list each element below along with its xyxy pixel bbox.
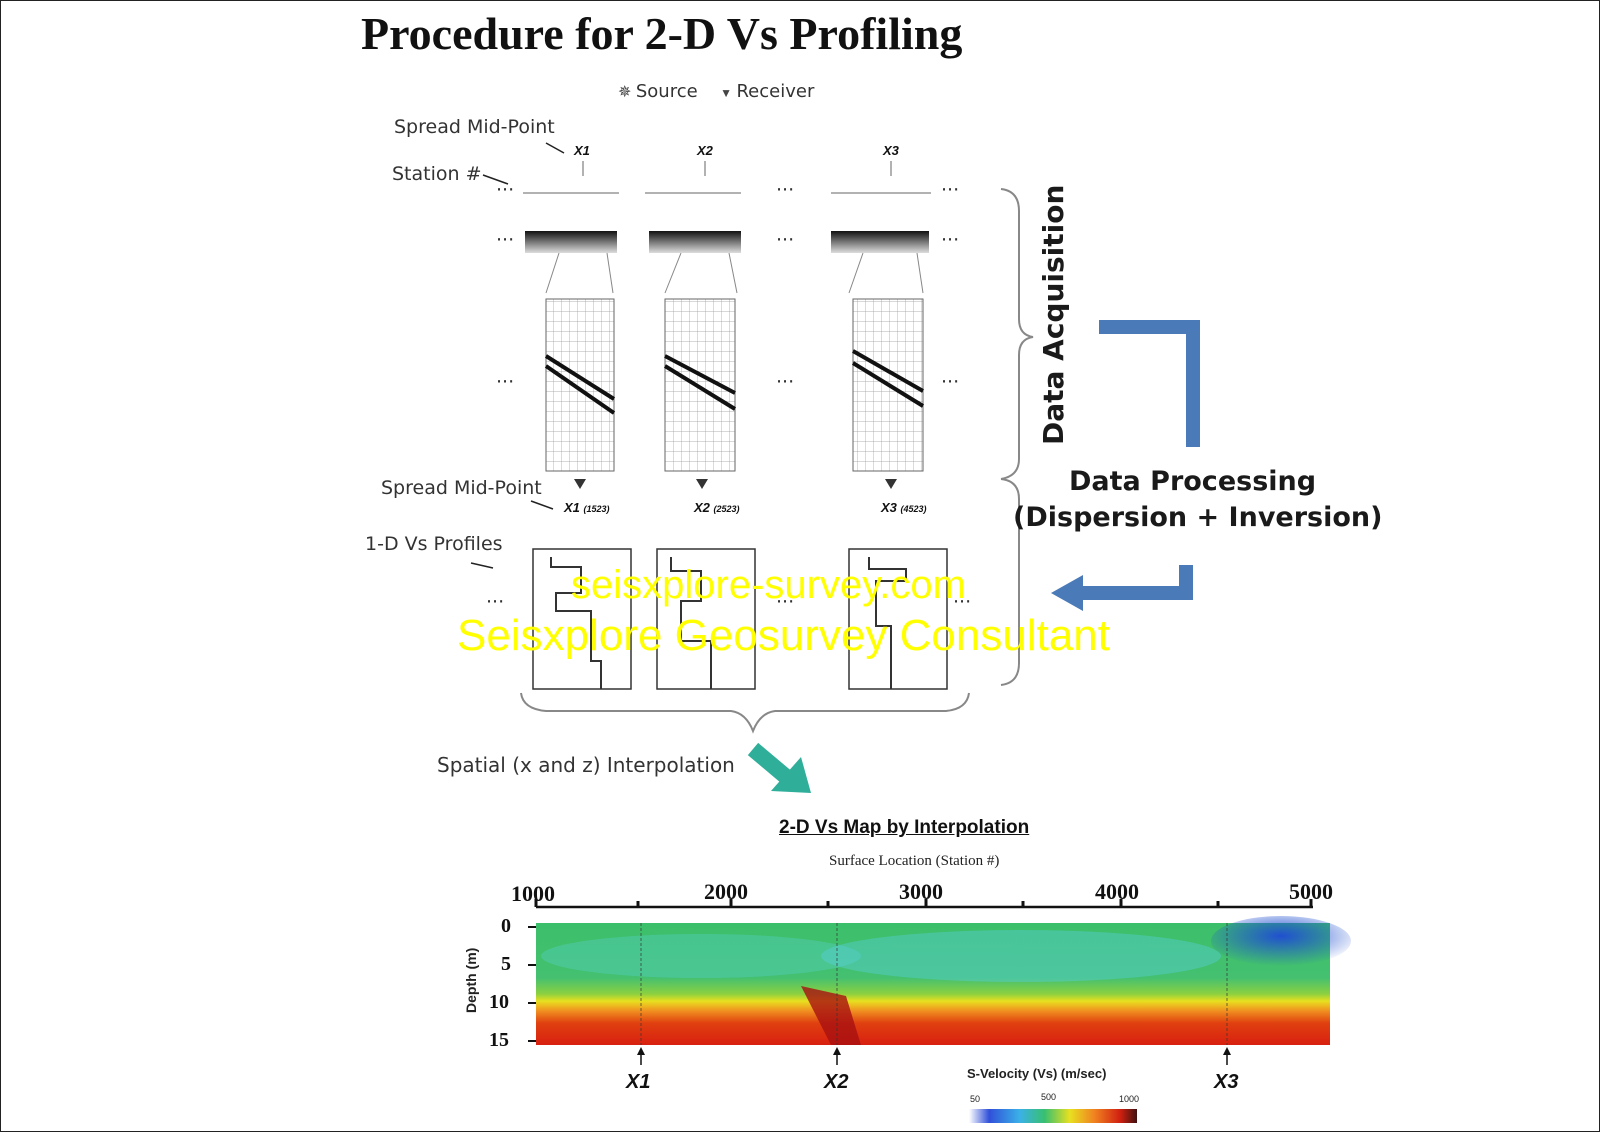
y-tick-label: 0 [501,915,511,937]
colorbar-tick: 1000 [1119,1094,1140,1104]
station-x1-bottom: X1 (1523) [564,500,610,515]
ellipsis: ··· [776,229,795,251]
legend-receiver-label: Receiver [736,81,815,102]
colorbar-tick: 500 [1041,1092,1057,1102]
ellipsis: ··· [953,591,972,613]
y-tick-label: 10 [489,991,509,1013]
ellipsis: ··· [776,371,795,393]
station-x3-id: X3 [881,500,897,515]
station-x2-top: X2 [697,143,713,158]
ellipsis: ··· [941,229,960,251]
legend: ✵ Source ▼ Receiver [618,81,814,102]
ellipsis: ··· [941,371,960,393]
seismogram-1 [545,298,615,472]
interpolation-arrow-head [771,757,811,793]
profiles-1d-label: 1-D Vs Profiles [365,533,503,555]
interpolation-label: Spatial (x and z) Interpolation [437,753,735,777]
y-tick-label: 15 [489,1029,509,1051]
ground-block-3 [831,231,929,253]
y-tick-label: 5 [501,953,511,975]
map-marker-x1: X1 [626,1071,651,1093]
ellipsis: ··· [486,591,505,613]
ground-block-1 [525,231,617,253]
colorbar-tick: 50 [970,1094,981,1104]
leader-arrow-midpoint-bottom [530,500,554,510]
source-icon: ✵ [618,84,632,101]
colorbar-label: S-Velocity (Vs) (m/sec) [967,1066,1107,1081]
station-x2-bottom: X2 (2523) [694,500,740,515]
station-x3-value: (4523) [900,504,927,514]
leader-arrow-station [482,174,509,185]
profile-box-2 [656,548,756,690]
ellipsis: ··· [776,179,795,201]
watermark-url: seisxplore-survey.com [571,563,966,607]
map-title: 2-D Vs Map by Interpolation [779,817,1030,838]
station-x1-value: (1523) [583,504,610,514]
station-x2-id: X2 [694,500,710,515]
ellipsis: ··· [496,371,515,393]
colorbar [969,1109,1137,1123]
vs-map [536,923,1330,1045]
arrow-to-processing [1099,320,1200,447]
leader-arrow-profiles [470,562,494,569]
brace-interpolation [520,692,970,734]
spread-midpoint-label-top: Spread Mid-Point [394,116,555,138]
x-tick-label: 1000 [511,881,555,906]
legend-source-label: Source [635,81,698,102]
leader-arrow-midpoint [545,142,565,154]
ellipsis: ··· [776,591,795,613]
ellipsis: ··· [941,179,960,201]
station-x3-bottom: X3 (4523) [881,500,927,515]
arrow-from-processing [1081,565,1193,600]
data-processing-sublabel: (Dispersion + Inversion) [1013,502,1383,533]
ground-block-2 [649,231,741,253]
ellipsis: ··· [496,229,515,251]
spread-midpoint-label-bottom: Spread Mid-Point [381,477,542,499]
arrow-from-processing-head [1051,575,1083,611]
x-tick-label: 2000 [704,879,748,904]
map-marker-x2: X2 [824,1071,849,1093]
brace-processing [1000,478,1020,686]
watermark-company: Seisxplore Geosurvey Consultant [457,611,1110,660]
station-number-label: Station # [392,163,482,185]
station-x2-value: (2523) [713,504,740,514]
map-subtitle: Surface Location (Station #) [829,853,1000,869]
data-processing-label: Data Processing [1069,466,1317,497]
station-x1-id: X1 [564,500,580,515]
x-tick-label: 4000 [1095,879,1139,904]
page-title: Procedure for 2-D Vs Profiling [361,8,963,59]
x-tick-label: 3000 [899,879,943,904]
profile-box-3 [848,548,948,690]
ellipsis: ··· [496,179,515,201]
brace-acquisition [1000,188,1034,480]
station-x1-top: X1 [574,143,590,158]
station-x3-top: X3 [883,143,899,158]
receiver-icon: ▼ [720,86,733,100]
station-scales [523,161,931,194]
map-marker-x3: X3 [1214,1071,1239,1093]
